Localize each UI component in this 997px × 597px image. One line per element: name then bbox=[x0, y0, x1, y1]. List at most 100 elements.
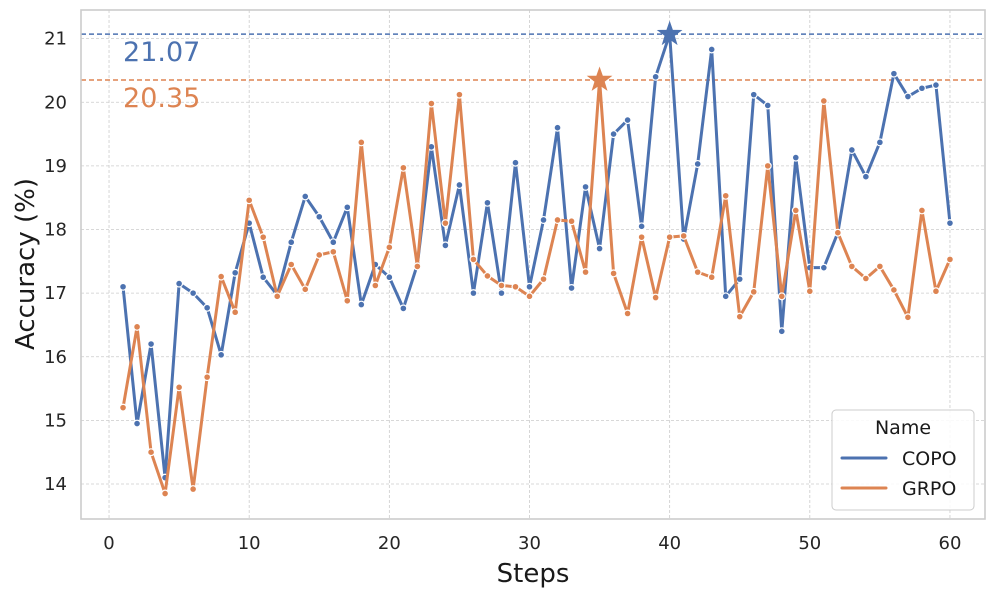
data-point-grpo bbox=[889, 285, 898, 294]
data-point-copo bbox=[119, 282, 128, 291]
data-point-grpo bbox=[413, 262, 422, 271]
data-point-grpo bbox=[427, 99, 436, 108]
y-tick-label: 20 bbox=[44, 92, 67, 113]
data-point-copo bbox=[903, 92, 912, 101]
y-tick-label: 17 bbox=[44, 283, 67, 304]
tick-labels: 0 10 20 30 40 50 60 14 15 16 17 18 19 20 21 bbox=[44, 29, 961, 554]
data-point-grpo bbox=[301, 285, 310, 294]
data-point-copo bbox=[945, 219, 954, 228]
data-point-grpo bbox=[917, 206, 926, 215]
legend: Name COPO GRPO bbox=[831, 409, 975, 511]
x-tick-label: 30 bbox=[518, 533, 541, 554]
data-point-copo bbox=[231, 268, 240, 277]
data-point-grpo bbox=[441, 219, 450, 228]
data-point-grpo bbox=[763, 161, 772, 170]
data-point-grpo bbox=[567, 217, 576, 226]
data-point-grpo bbox=[791, 206, 800, 215]
data-point-copo bbox=[483, 198, 492, 207]
data-point-grpo bbox=[819, 96, 828, 105]
data-point-copo bbox=[819, 263, 828, 272]
data-point-grpo bbox=[161, 489, 170, 498]
data-point-grpo bbox=[175, 383, 184, 392]
data-point-copo bbox=[763, 101, 772, 110]
data-point-copo bbox=[497, 289, 506, 298]
data-point-grpo bbox=[483, 271, 492, 280]
x-tick-label: 60 bbox=[939, 533, 962, 554]
data-point-grpo bbox=[693, 268, 702, 277]
series-line-grpo bbox=[121, 78, 952, 496]
data-point-copo bbox=[707, 45, 716, 54]
data-point-copo bbox=[385, 273, 394, 282]
data-point-copo bbox=[581, 182, 590, 191]
data-point-grpo bbox=[399, 163, 408, 172]
data-point-copo bbox=[399, 304, 408, 313]
data-point-grpo bbox=[623, 309, 632, 318]
reference-label-copo: 21.07 bbox=[123, 37, 200, 68]
data-point-copo bbox=[287, 238, 296, 247]
legend-label-grpo: GRPO bbox=[902, 478, 956, 500]
data-point-copo bbox=[595, 244, 604, 253]
data-point-copo bbox=[455, 180, 464, 189]
data-point-copo bbox=[623, 116, 632, 125]
data-point-copo bbox=[777, 327, 786, 336]
x-tick-label: 0 bbox=[103, 533, 114, 554]
data-point-grpo bbox=[371, 281, 380, 290]
data-point-grpo bbox=[805, 287, 814, 296]
x-tick-label: 10 bbox=[238, 533, 261, 554]
x-tick-label: 20 bbox=[378, 533, 401, 554]
data-point-copo bbox=[651, 72, 660, 81]
legend-label-copo: COPO bbox=[902, 448, 957, 470]
data-point-grpo bbox=[245, 196, 254, 205]
data-point-grpo bbox=[203, 373, 212, 382]
data-point-copo bbox=[917, 84, 926, 93]
data-point-grpo bbox=[903, 313, 912, 322]
data-point-grpo bbox=[875, 262, 884, 271]
data-point-grpo bbox=[637, 233, 646, 242]
peak-star-copo bbox=[656, 20, 683, 46]
data-point-grpo bbox=[133, 322, 142, 331]
data-point-grpo bbox=[231, 308, 240, 317]
data-point-grpo bbox=[735, 312, 744, 321]
data-point-copo bbox=[609, 130, 618, 139]
data-point-copo bbox=[147, 340, 156, 349]
data-point-grpo bbox=[945, 255, 954, 264]
data-point-grpo bbox=[847, 262, 856, 271]
data-point-grpo bbox=[777, 292, 786, 301]
data-point-copo bbox=[469, 289, 478, 298]
data-point-grpo bbox=[707, 273, 716, 282]
data-point-grpo bbox=[217, 272, 226, 281]
data-point-copo bbox=[315, 212, 324, 221]
data-point-grpo bbox=[259, 233, 268, 242]
data-point-copo bbox=[525, 282, 534, 291]
plot-frame bbox=[80, 9, 986, 520]
data-point-copo bbox=[889, 69, 898, 78]
y-tick-label: 21 bbox=[44, 29, 67, 50]
data-point-grpo bbox=[147, 448, 156, 457]
data-point-grpo bbox=[511, 282, 520, 291]
y-tick-label: 14 bbox=[44, 474, 67, 495]
data-point-copo bbox=[357, 300, 366, 309]
data-point-copo bbox=[175, 279, 184, 288]
legend-title: Name bbox=[875, 417, 931, 439]
data-point-grpo bbox=[119, 403, 128, 412]
data-point-copo bbox=[259, 273, 268, 282]
data-point-grpo bbox=[609, 269, 618, 278]
data-point-grpo bbox=[665, 233, 674, 242]
data-point-copo bbox=[189, 289, 198, 298]
data-point-copo bbox=[217, 350, 226, 359]
x-tick-label: 40 bbox=[658, 533, 681, 554]
data-point-copo bbox=[343, 203, 352, 212]
data-point-copo bbox=[329, 238, 338, 247]
data-point-grpo bbox=[651, 293, 660, 302]
data-point-grpo bbox=[525, 292, 534, 301]
y-tick-label: 16 bbox=[44, 347, 67, 368]
x-tick-label: 50 bbox=[798, 533, 821, 554]
data-point-grpo bbox=[581, 268, 590, 277]
data-point-copo bbox=[721, 292, 730, 301]
x-axis-title: Steps bbox=[497, 559, 570, 589]
data-point-copo bbox=[749, 90, 758, 99]
reference-lines: 21.07 20.35 bbox=[81, 33, 985, 114]
legend-box bbox=[831, 409, 975, 511]
